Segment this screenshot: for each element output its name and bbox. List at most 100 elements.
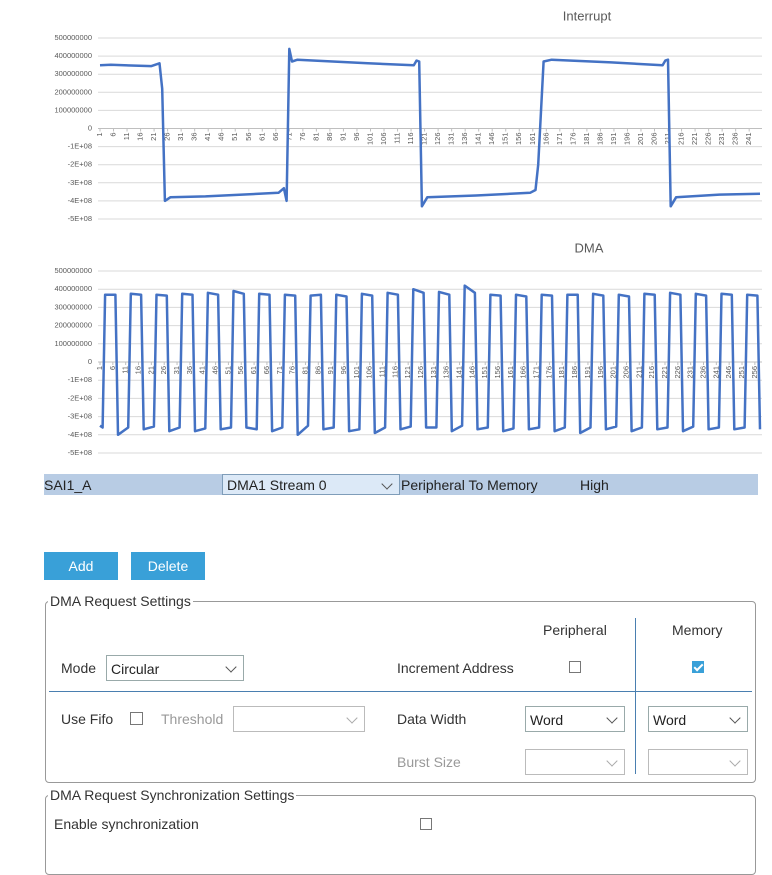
y-tick-label: 100000000 [54,339,92,348]
charts: Interrupt 500000000 400000000 300000000 2000… [54,8,762,457]
enable-label: Enable synchronization [54,816,199,832]
x-tick-label: 121 [403,366,412,379]
data-width: Word [530,712,564,728]
x-tick-label: 21 [149,133,158,141]
data-width-select[interactable]: Word [648,706,748,732]
x-tick-label: 136 [460,133,469,146]
x-tick-label: 211 [634,366,643,378]
y-tick-label: -3E+08 [68,412,92,421]
y-tick-label: 200000000 [54,87,92,96]
burst-select[interactable] [525,749,625,775]
x-tick-label: 251 [737,366,746,379]
threshold-select[interactable] [233,706,365,732]
mode: Circular [111,661,160,677]
x-tick-label: 56 [244,133,253,141]
x-tick-label: 51 [230,133,239,141]
x-tick-label: 96 [339,366,348,374]
x-tick-label: 31 [172,366,181,374]
mode-label: Mode [61,660,97,676]
add-button[interactable]: Add [44,552,118,580]
x-tick-label: 206 [621,366,630,379]
x-tick-label: 41 [203,133,212,141]
delete-button[interactable]: Delete [131,552,205,580]
request-settings: DMA Request Settings Peripheral Memory M… [45,593,756,783]
x-tick-label: 196 [596,366,605,379]
chevron [225,661,237,673]
direction: Peripheral To Memory [401,477,538,493]
checkbox[interactable] [692,661,704,673]
chart-title: DMA [575,240,604,255]
x-tick-label: 101 [352,366,361,379]
y-tick-label: -4E+08 [68,196,92,205]
x-tick-label: 201 [609,366,618,379]
x-tick-label: 66 [271,133,280,141]
x-tick-label: 86 [313,366,322,374]
y-tick-label: -5E+08 [68,448,92,457]
x-tick-label: 126 [416,366,425,379]
x-tick-label: 36 [185,366,194,374]
x-tick-label: 236 [731,133,740,146]
x-tick-label: 96 [352,133,361,141]
x-tick-label: 76 [298,133,307,141]
x-tick-label: 156 [493,366,502,379]
stream: DMA1 Stream 0 [227,477,327,493]
data-width: Word [653,712,687,728]
y-tick-label: 100000000 [54,105,92,114]
checkbox[interactable] [420,818,432,830]
fifo-label: Use Fifo [61,711,114,727]
y-tick-label: -4E+08 [68,430,92,439]
x-tick-label: 56 [236,366,245,374]
x-tick-label: 161 [506,366,515,379]
page: {"chart_data": [ {"type": "line", "title… [0,0,772,844]
x-tick-label: 86 [325,133,334,141]
checkbox[interactable] [569,661,581,673]
y-tick-label: 400000000 [54,284,92,293]
y-tick-label: 0 [88,123,92,132]
x-tick-label: 226 [673,366,682,379]
y-tick-label: 0 [88,357,92,366]
x-tick-label: 196 [622,133,631,146]
chevron [729,712,741,724]
x-tick-label: 201 [636,133,645,146]
series-line [99,284,762,437]
x-tick-label: 1 [95,133,104,137]
x-tick-label: 161 [528,133,537,146]
stream-select[interactable]: DMA1 Stream 0 [222,474,400,495]
dma-request-row[interactable]: SAI1_A DMA1 Stream 0 Peripheral To Memor… [44,474,758,495]
x-tick-label: 76 [288,366,297,374]
data-width-select[interactable]: Word [525,706,625,732]
checkbox[interactable] [130,712,143,725]
x-tick-label: 111 [377,366,386,377]
burst-select[interactable] [648,749,748,775]
x-tick-label: 151 [480,366,489,379]
x-tick-label: 121 [420,133,429,146]
x-tick-label: 66 [262,366,271,374]
x-tick-label: 256 [750,366,759,379]
x-tick-label: 181 [582,133,591,146]
chevron [346,712,358,724]
x-tick-label: 231 [686,366,695,379]
x-tick-label: 146 [487,133,496,146]
x-tick-label: 6 [109,133,118,137]
x-tick-label: 106 [379,133,388,146]
x-tick-label: 141 [474,133,483,146]
x-tick-label: 191 [583,366,592,379]
x-tick-label: 176 [544,366,553,379]
x-tick-label: 141 [455,366,464,379]
x-tick-label: 101 [365,133,374,146]
chart-title: Interrupt [563,8,612,23]
y-tick-label: 300000000 [54,69,92,78]
priority: High [580,477,609,493]
x-tick-label: 216 [647,366,656,379]
x-tick-label: 176 [568,133,577,146]
burst-label: Burst Size [397,754,461,770]
memory-header: Memory [672,622,723,638]
x-tick-label: 11 [122,133,131,141]
data-width-label: Data Width [397,711,467,727]
x-tick-label: 6 [108,366,117,370]
x-tick-label: 171 [532,366,541,379]
mode-select[interactable]: Circular [106,655,244,681]
request-name: SAI1_A [44,477,92,493]
y-tick-label: 300000000 [54,302,92,311]
x-tick-label: 131 [447,133,456,146]
